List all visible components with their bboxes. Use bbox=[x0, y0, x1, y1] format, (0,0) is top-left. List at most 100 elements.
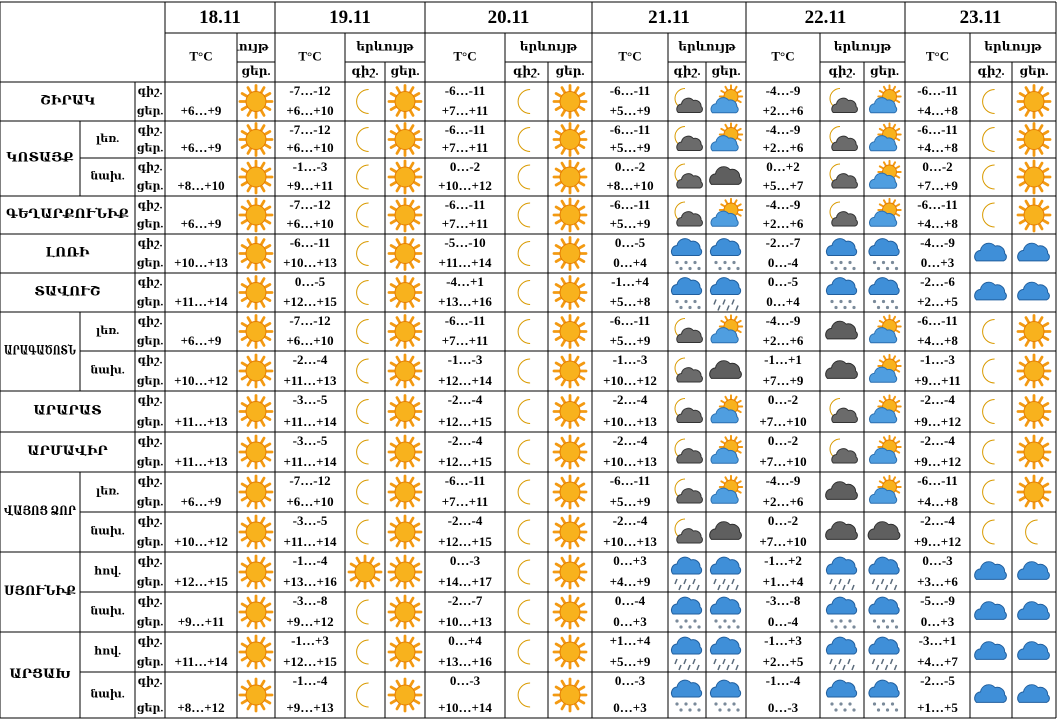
sun-ray bbox=[389, 482, 398, 489]
sun-ray bbox=[408, 476, 415, 485]
sun-ray bbox=[240, 522, 249, 529]
sun-ray bbox=[240, 562, 249, 569]
sun-ray bbox=[554, 130, 563, 136]
weather-icon bbox=[387, 84, 423, 119]
day-temp: +7…+9 bbox=[917, 178, 958, 193]
night-temp: -6…-11 bbox=[445, 83, 485, 98]
sun-ray bbox=[560, 124, 567, 132]
raindrop bbox=[875, 664, 880, 671]
sun-ray bbox=[412, 685, 421, 692]
weather-icon bbox=[387, 677, 423, 713]
weather-icon bbox=[1017, 684, 1050, 703]
sun-ray bbox=[892, 476, 897, 482]
raindrop bbox=[731, 299, 735, 305]
cloud bbox=[825, 556, 858, 575]
moon bbox=[356, 241, 369, 266]
sun-ray bbox=[1018, 374, 1027, 381]
snowflake bbox=[736, 708, 740, 712]
sun-ray bbox=[263, 602, 272, 609]
weather-icon bbox=[709, 360, 742, 379]
sun-ray bbox=[878, 359, 885, 364]
weather-icon bbox=[674, 163, 703, 189]
day-header: ցեր. bbox=[391, 64, 420, 78]
cloud bbox=[868, 596, 900, 615]
sun-ray bbox=[240, 415, 249, 421]
sun-ray bbox=[577, 562, 586, 569]
night-temp: -4…-9 bbox=[766, 122, 801, 137]
night-temp: -3…-5 bbox=[293, 433, 328, 448]
weather-icon bbox=[974, 561, 1007, 580]
sun-ray bbox=[894, 212, 901, 217]
sun-ray bbox=[560, 476, 567, 485]
weather-icon bbox=[670, 277, 703, 310]
weather-icon bbox=[868, 596, 900, 629]
sun-ray bbox=[560, 355, 567, 364]
sun-ray bbox=[389, 495, 398, 502]
sun-ray bbox=[389, 143, 398, 149]
weather-icon bbox=[238, 84, 274, 119]
sun-disc bbox=[559, 204, 581, 226]
sun-ray bbox=[408, 436, 415, 445]
cloud bbox=[670, 277, 703, 295]
day-label: ցեր. bbox=[137, 657, 164, 669]
sun-ray bbox=[1037, 124, 1044, 132]
night-temp: 0…-3 bbox=[450, 673, 481, 688]
sun-disc bbox=[245, 360, 267, 382]
cloud bbox=[868, 636, 900, 655]
sun-ray bbox=[577, 283, 586, 289]
sun-ray bbox=[263, 180, 272, 187]
snowflake bbox=[688, 305, 692, 310]
sun-ray bbox=[560, 539, 567, 548]
raindrop bbox=[838, 658, 842, 665]
day-temp: +2…+6 bbox=[763, 494, 804, 509]
day-temp: +10…+13 bbox=[603, 534, 657, 549]
sun-ray bbox=[412, 167, 421, 174]
sun-ray bbox=[389, 105, 398, 111]
night-temp: -7…-12 bbox=[289, 313, 330, 328]
sun-ray bbox=[577, 615, 586, 622]
day-temp: +6…+10 bbox=[286, 140, 333, 155]
sun-ray bbox=[577, 698, 586, 705]
sun-ray bbox=[246, 147, 253, 155]
weather-icon bbox=[517, 599, 531, 625]
sun-ray bbox=[246, 238, 253, 246]
weather-icon bbox=[829, 438, 858, 464]
snowflake bbox=[830, 260, 834, 265]
day-temp: 0…+3 bbox=[921, 255, 955, 270]
sun-ray bbox=[560, 261, 567, 269]
raindrop bbox=[717, 305, 721, 311]
sun-disc bbox=[245, 641, 267, 663]
date-header: 23.11 bbox=[960, 7, 1002, 28]
sun-ray bbox=[894, 319, 901, 324]
sun-ray bbox=[412, 575, 421, 582]
sun-ray bbox=[733, 476, 738, 482]
sun-ray bbox=[412, 335, 421, 341]
sun-ray bbox=[389, 167, 398, 174]
weather-icon bbox=[674, 478, 703, 504]
sun-ray bbox=[389, 180, 398, 187]
moon bbox=[356, 639, 369, 665]
night-temp: -7…-12 bbox=[289, 83, 330, 98]
day-temp: +5…+9 bbox=[610, 654, 651, 669]
weather-icon bbox=[552, 474, 588, 510]
raindrop bbox=[683, 658, 687, 665]
weather-icon bbox=[238, 314, 274, 349]
weather-icon bbox=[825, 277, 858, 310]
weather-icon bbox=[517, 639, 531, 665]
night-temp: -6…-11 bbox=[610, 83, 650, 98]
snowflake bbox=[723, 702, 727, 706]
sun-ray bbox=[395, 476, 402, 485]
sun-ray bbox=[263, 415, 272, 421]
cloud bbox=[869, 135, 898, 152]
night-temp: -2…-4 bbox=[613, 513, 648, 528]
cloud bbox=[710, 210, 739, 227]
day-temp: +11…+14 bbox=[174, 294, 228, 309]
sun-ray bbox=[412, 296, 421, 302]
raindrop bbox=[829, 658, 833, 665]
cloud bbox=[825, 277, 858, 295]
sun-ray bbox=[577, 442, 586, 449]
sun-ray bbox=[259, 316, 266, 324]
weather-icon bbox=[1016, 122, 1052, 157]
sun-ray bbox=[259, 459, 266, 468]
sun-ray bbox=[263, 562, 272, 569]
